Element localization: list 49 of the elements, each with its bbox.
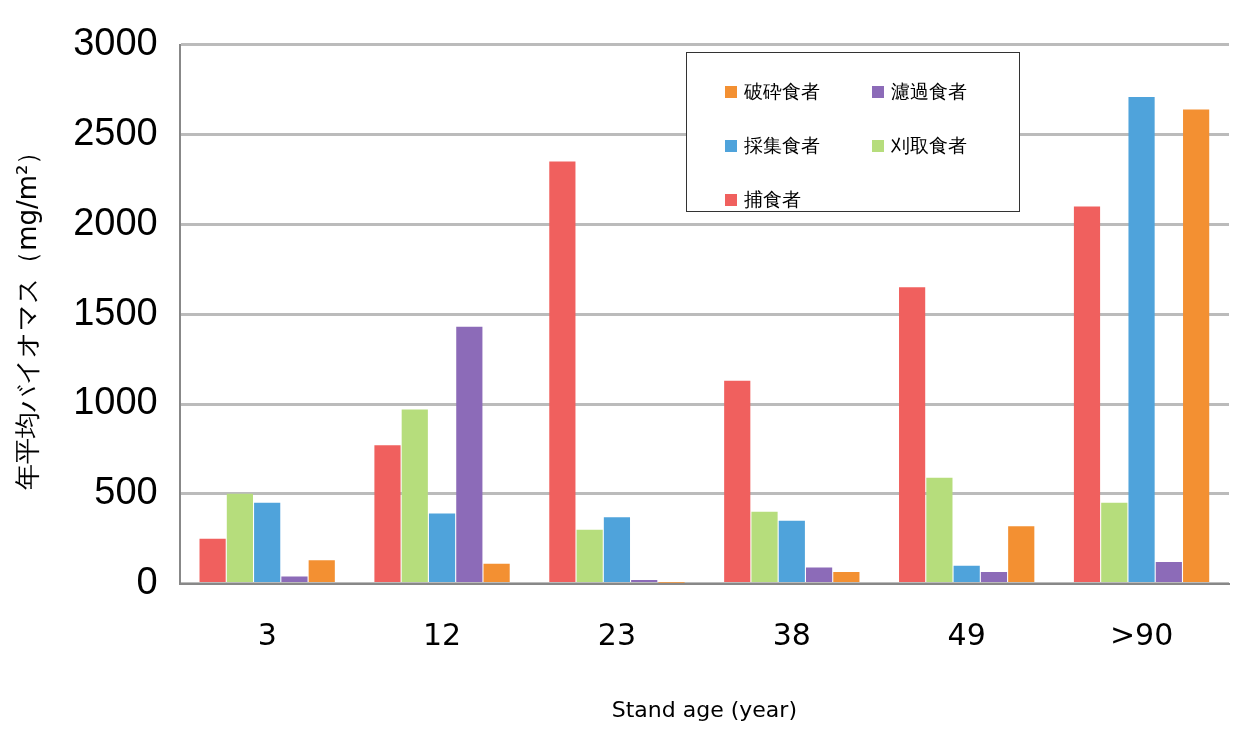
bar (1183, 109, 1210, 583)
bar (899, 287, 926, 583)
bar (953, 565, 980, 583)
x-tick-label: 3 (257, 617, 277, 653)
legend-label: 破砕食者 (744, 79, 820, 104)
x-tick-label: 23 (597, 617, 637, 653)
bar (1073, 206, 1101, 583)
y-tick-label: 1000 (73, 380, 158, 423)
y-tick-label: 3000 (73, 21, 158, 64)
y-tick-label: 1500 (73, 290, 158, 333)
bar (549, 161, 576, 583)
bar (631, 580, 658, 583)
bar (751, 511, 778, 583)
y-tick-label: 2000 (73, 200, 158, 243)
x-tick-label: 38 (772, 617, 811, 653)
y-axis-title: 年平均バイオマス（mg/m²） (12, 138, 43, 490)
bar (1155, 562, 1182, 583)
bar (281, 576, 308, 583)
bar (1008, 526, 1035, 583)
legend-label: 刈取食者 (891, 133, 967, 158)
bar (778, 520, 805, 583)
x-tick-label: 12 (422, 617, 462, 653)
legend-label: 採集食者 (744, 133, 820, 158)
bar (980, 571, 1008, 583)
bar (226, 493, 253, 583)
bar (603, 517, 631, 583)
legend-label: 捕食者 (744, 187, 801, 212)
bar (374, 445, 401, 583)
bar (724, 380, 751, 583)
y-tick-label: 2500 (73, 111, 158, 154)
bar (833, 571, 860, 583)
y-tick-label: 0 (136, 560, 158, 603)
x-axis-title: Stand age (year) (611, 696, 797, 722)
x-tick-label: 49 (947, 617, 986, 653)
bar (456, 326, 483, 583)
bar (576, 529, 603, 583)
bar (805, 567, 833, 583)
bar (428, 513, 456, 583)
bar (1128, 96, 1155, 583)
bar (308, 560, 335, 583)
bar (1101, 502, 1128, 583)
bar (926, 477, 953, 583)
x-tick-label: >90 (1109, 617, 1174, 653)
bar (254, 502, 281, 583)
legend-label: 濾過食者 (891, 79, 967, 104)
y-tick-label: 500 (94, 470, 158, 513)
bar (199, 538, 226, 583)
bar (483, 563, 510, 583)
bar (401, 409, 428, 583)
